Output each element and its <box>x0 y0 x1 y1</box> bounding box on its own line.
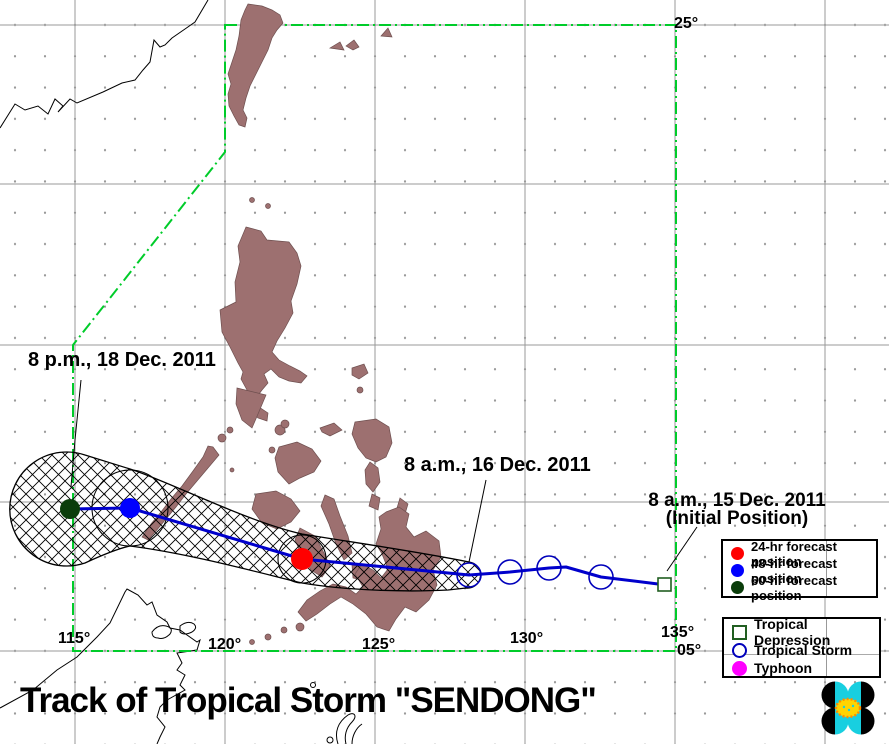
coastline-outlines <box>0 0 363 744</box>
legend-item-typhoon: Typhoon <box>732 659 873 677</box>
lon-label-135: 135° <box>661 624 695 641</box>
tropical-storm-marker <box>588 564 614 590</box>
cone-hatched-area <box>9 451 482 592</box>
forecast-cone <box>9 451 482 592</box>
sulu-islet <box>280 626 288 634</box>
taiwan <box>227 3 284 128</box>
dost-logo <box>821 681 875 735</box>
leyte <box>364 461 381 493</box>
legend-item-label: 24-hr forecast position <box>751 538 837 569</box>
batanes-islet <box>328 41 345 51</box>
romblon <box>268 446 276 454</box>
blue-dot-icon <box>731 564 744 577</box>
legend-item-label: Tropical Storm <box>754 642 853 658</box>
legend-item-label: 48-hr forecast position <box>751 555 837 586</box>
burias <box>319 422 343 437</box>
panay <box>251 490 301 530</box>
track-markers <box>60 498 672 592</box>
cuyo <box>229 467 235 473</box>
open-circle-icon <box>732 642 747 658</box>
par-boundary <box>72 24 677 652</box>
dark-green-dot-icon <box>731 581 744 594</box>
catanduanes <box>351 363 369 380</box>
tawitawi-outline-island-2 <box>179 621 197 635</box>
red-dot-icon <box>731 547 744 560</box>
lat-label-25: 25° <box>674 15 699 32</box>
leader-current <box>468 479 487 563</box>
lon-label-125: 125° <box>362 636 396 653</box>
legend-item-tropical-storm: Tropical Storm <box>732 641 873 659</box>
lon-label-115: 115° <box>58 630 91 647</box>
legend-item-tropical-depression: Tropical Depression <box>732 616 873 648</box>
babuyan-islet-2 <box>265 203 271 209</box>
legend-item-label: Tropical Depression <box>754 616 831 648</box>
burias-islet <box>280 419 290 429</box>
forecast-60hr-dot <box>60 499 80 519</box>
legend-item-label: 60-hr forecast position <box>751 572 837 603</box>
outline-islet-2 <box>310 682 316 688</box>
initial-position-square <box>657 577 672 592</box>
annotation-60hr-forecast: 8 p.m., 18 Dec. 2011 <box>28 349 216 371</box>
lon-label-130: 130° <box>510 630 544 647</box>
map-title: Track of Tropical Storm "SENDONG" <box>20 681 597 720</box>
legend-item-label: Typhoon <box>754 660 813 676</box>
outline-islet <box>326 736 334 744</box>
annotation-initial-position: 8 a.m., 15 Dec. 2011 (Initial Position) <box>630 490 844 529</box>
legend-storm-symbols: Tropical Depression Tropical Storm Typho… <box>722 616 881 678</box>
forecast-48hr-dot <box>120 498 140 518</box>
tropical-storm-marker <box>536 555 562 581</box>
legend-item-48hr: 48-hr forecast position <box>731 556 870 586</box>
batanes-islet-3 <box>380 27 393 38</box>
sulawesi-outline <box>335 713 356 744</box>
legend-forecast-positions: 24-hr forecast position 48-hr forecast p… <box>721 539 878 603</box>
basilan <box>295 622 305 632</box>
cone-24hr-circle <box>277 534 327 584</box>
babuyan-islet <box>249 197 255 203</box>
mindoro <box>235 387 267 429</box>
tawitawi-outline-island <box>151 625 172 639</box>
calamian-2 <box>226 426 234 434</box>
luzon <box>219 226 308 422</box>
sulu-islet-3 <box>249 639 255 645</box>
leyte-south <box>368 493 381 511</box>
sulu-islet-2 <box>264 633 272 641</box>
leader-60hr <box>70 379 82 488</box>
annotation-current-position: 8 a.m., 16 Dec. 2011 <box>404 454 591 476</box>
sulawesi-outline-2 <box>351 723 363 744</box>
forecast-24hr-dot <box>291 548 313 570</box>
annotation-initial-position-date: 8 a.m., 15 Dec. 2011 <box>648 490 826 511</box>
borneo-coastline <box>0 588 201 744</box>
leader-lines <box>70 379 698 572</box>
lon-label-120: 120° <box>208 636 242 653</box>
batanes-islet-2 <box>345 39 360 51</box>
lat-label-05: 05° <box>677 642 702 659</box>
legend-item-24hr: 24-hr forecast position <box>731 539 870 569</box>
china-coastline <box>0 0 209 129</box>
samar <box>351 418 393 463</box>
legend-item-60hr: 60-hr forecast position <box>731 573 870 603</box>
islet-east-luzon <box>356 386 364 394</box>
annotation-initial-position-caption: (Initial Position) <box>665 508 809 529</box>
tropical-storm-marker <box>497 559 523 585</box>
leader-initial <box>666 526 698 572</box>
calamian <box>217 433 227 443</box>
masbate <box>274 441 322 485</box>
open-square-icon <box>732 624 747 640</box>
tropical-storm-marker <box>456 562 482 588</box>
magenta-dot-icon <box>732 660 747 676</box>
